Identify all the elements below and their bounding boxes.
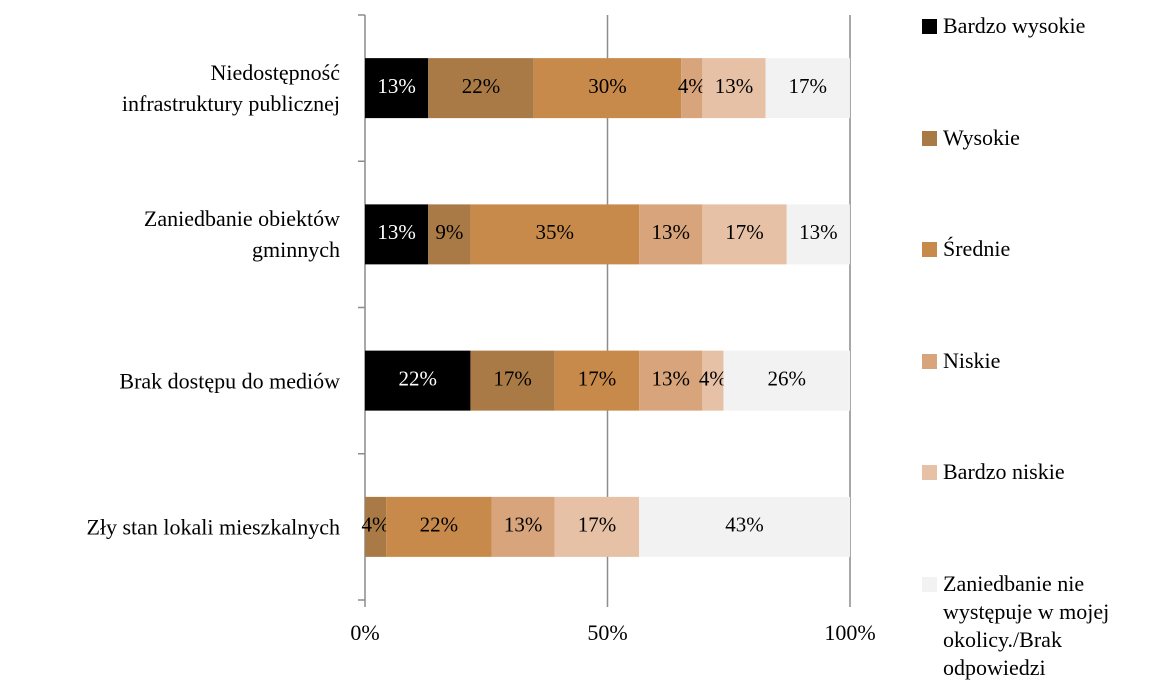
bar-segment xyxy=(639,496,850,557)
bar-segment xyxy=(470,204,640,265)
legend-label: Średnie xyxy=(943,236,1011,261)
legend-swatch xyxy=(922,577,937,592)
bar-segment xyxy=(491,496,555,557)
data-label: 17% xyxy=(493,366,532,390)
bar-segment xyxy=(365,350,471,411)
bar-segment xyxy=(702,58,766,119)
bar-segment xyxy=(639,204,703,265)
bar-segment xyxy=(554,496,640,557)
bar-segment xyxy=(428,204,471,265)
x-tick-label: 0% xyxy=(350,620,379,645)
legend-label: Bardzo niskie xyxy=(943,459,1065,484)
legend-swatch xyxy=(922,131,937,146)
bar-segment xyxy=(702,350,724,411)
category-label: Niedostępność infrastruktury publicznej xyxy=(121,60,340,117)
data-label: 9% xyxy=(435,220,463,244)
data-label: 4% xyxy=(678,74,706,98)
data-label: 17% xyxy=(789,74,828,98)
legend-label: Bardzo wysokie xyxy=(943,13,1086,38)
data-label: 13% xyxy=(651,220,690,244)
legend-item: Bardzo wysokie xyxy=(922,12,1162,40)
category-label: Zaniedbanie obiektów gminnych xyxy=(143,206,340,263)
data-label: 13% xyxy=(377,74,416,98)
data-label: 4% xyxy=(362,513,390,537)
legend-swatch xyxy=(922,19,937,34)
bar-segment xyxy=(723,350,850,411)
legend-item: Wysokie xyxy=(922,124,1162,152)
data-label: 43% xyxy=(725,513,764,537)
data-label: 13% xyxy=(651,366,690,390)
data-label: 35% xyxy=(536,220,575,244)
legend-item: Niskie xyxy=(922,347,1162,375)
bar-segment xyxy=(365,58,429,119)
data-label: 26% xyxy=(767,366,806,390)
bar-segment xyxy=(702,204,787,265)
x-tick-label: 100% xyxy=(824,620,875,645)
bar-segment xyxy=(386,496,492,557)
legend-label: Wysokie xyxy=(943,125,1020,150)
bar-segment xyxy=(365,204,429,265)
legend-swatch xyxy=(922,242,937,257)
legend-item: Bardzo niskie xyxy=(922,458,1162,486)
legend-swatch xyxy=(922,354,937,369)
legend-swatch xyxy=(922,465,937,480)
bar-segment xyxy=(365,496,387,557)
bar-segment xyxy=(470,350,555,411)
data-label: 13% xyxy=(504,513,543,537)
data-label: 4% xyxy=(699,366,727,390)
bar-segment xyxy=(428,58,534,119)
bar-segment xyxy=(681,58,703,119)
data-label: 13% xyxy=(715,74,754,98)
bar-segment xyxy=(554,350,640,411)
data-label: 17% xyxy=(578,513,617,537)
category-label: Brak dostępu do mediów xyxy=(119,368,340,394)
data-label: 22% xyxy=(420,513,459,537)
legend-item: Średnie xyxy=(922,235,1162,263)
data-label: 17% xyxy=(578,366,617,390)
bar-segment xyxy=(533,58,682,119)
data-label: 13% xyxy=(799,220,838,244)
category-label: Zły stan lokali mieszkalnych xyxy=(86,514,340,540)
bar-segment xyxy=(639,350,703,411)
data-label: 13% xyxy=(377,220,416,244)
data-label: 17% xyxy=(725,220,764,244)
bar-segment xyxy=(765,58,850,119)
data-label: 22% xyxy=(462,74,501,98)
x-tick-label: 50% xyxy=(587,620,627,645)
legend-item: Zaniedbanie nie występuje w mojej okolic… xyxy=(922,570,1162,682)
bar-segment xyxy=(786,204,850,265)
data-label: 22% xyxy=(398,366,437,390)
data-label: 30% xyxy=(588,74,627,98)
legend-label: Zaniedbanie nie występuje w mojej okolic… xyxy=(943,571,1110,680)
legend-label: Niskie xyxy=(943,348,1001,373)
